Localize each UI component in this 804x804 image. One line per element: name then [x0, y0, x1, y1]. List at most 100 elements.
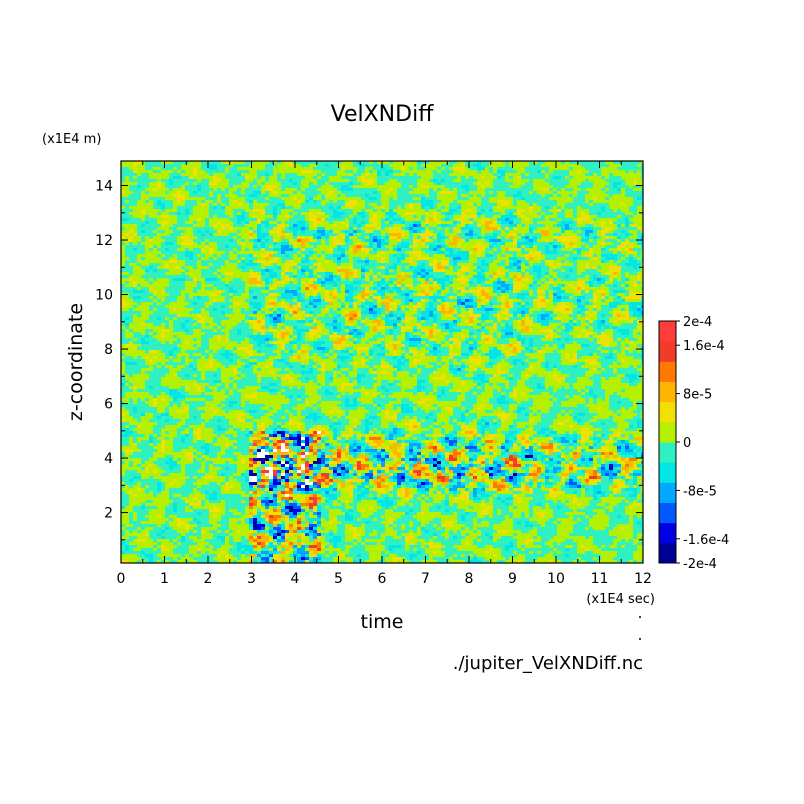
heatmap-cell	[577, 287, 582, 291]
heatmap-cell	[553, 263, 558, 267]
heatmap-cell	[441, 362, 446, 366]
heatmap-cell	[293, 233, 298, 237]
heatmap-cell	[601, 344, 606, 348]
heatmap-cell	[525, 218, 530, 222]
heatmap-cell	[561, 296, 570, 300]
heatmap-cell	[617, 185, 630, 189]
heatmap-cell	[569, 242, 574, 246]
heatmap-cell	[593, 293, 598, 297]
heatmap-cell	[445, 296, 450, 300]
heatmap-cell	[421, 224, 426, 228]
heatmap-cell	[153, 293, 170, 297]
heatmap-cell	[513, 218, 522, 222]
heatmap-cell	[513, 362, 518, 366]
heatmap-cell	[529, 287, 538, 291]
heatmap-cell	[517, 170, 526, 174]
heatmap-cell	[469, 239, 486, 243]
heatmap-cell	[477, 254, 482, 258]
heatmap-cell	[529, 278, 534, 282]
heatmap-cell	[397, 206, 402, 210]
heatmap-cell	[457, 191, 470, 195]
heatmap-cell	[129, 212, 142, 216]
heatmap-cell	[249, 248, 254, 252]
heatmap-cell	[293, 245, 298, 249]
heatmap-cell	[493, 233, 498, 237]
heatmap-cell	[501, 299, 506, 303]
heatmap-cell	[201, 341, 210, 345]
heatmap-cell	[529, 356, 546, 360]
heatmap-cell	[493, 221, 498, 225]
heatmap-cell	[361, 215, 366, 219]
heatmap-cell	[621, 359, 626, 363]
heatmap-cell	[521, 341, 526, 345]
heatmap-cell	[573, 197, 586, 201]
heatmap-cell	[281, 236, 286, 240]
heatmap-cell	[533, 185, 554, 189]
heatmap-cell	[613, 278, 618, 282]
heatmap-cell	[385, 257, 390, 261]
heatmap-cell	[537, 170, 542, 174]
heatmap-cell	[389, 209, 394, 213]
heatmap-cell	[361, 269, 366, 273]
heatmap-cell	[601, 338, 614, 342]
heatmap-cell	[401, 332, 406, 336]
heatmap-cell	[209, 215, 214, 219]
heatmap-cell	[521, 314, 526, 318]
heatmap-cell	[341, 257, 350, 261]
heatmap-cell	[185, 287, 194, 291]
heatmap-cell	[193, 224, 206, 228]
heatmap-cell	[449, 326, 454, 330]
heatmap-cell	[425, 290, 430, 294]
heatmap-cell	[413, 308, 418, 312]
heatmap-cell	[489, 242, 494, 246]
heatmap-cell	[477, 329, 482, 333]
heatmap-cell	[421, 221, 426, 225]
heatmap-cell	[145, 257, 162, 261]
heatmap-cell	[597, 254, 602, 258]
heatmap-cell	[505, 323, 510, 327]
heatmap-cell	[425, 332, 430, 336]
heatmap-cell	[209, 314, 226, 318]
heatmap-cell	[161, 332, 166, 336]
heatmap-cell	[469, 350, 474, 354]
heatmap-cell	[201, 233, 206, 237]
heatmap-cell	[409, 251, 422, 255]
heatmap-cell	[569, 224, 578, 228]
heatmap-cell	[317, 347, 326, 351]
heatmap-cell	[357, 296, 362, 300]
heatmap-cell	[281, 161, 286, 165]
heatmap-cell	[301, 272, 306, 276]
heatmap-cell	[209, 233, 214, 237]
heatmap-cell	[493, 314, 498, 318]
heatmap-cell	[337, 257, 342, 261]
heatmap-cell	[269, 263, 274, 267]
heatmap-cell	[537, 248, 546, 252]
heatmap-cell	[177, 353, 190, 357]
heatmap-cell	[497, 347, 502, 351]
heatmap-cell	[365, 173, 370, 177]
heatmap-cell	[385, 260, 390, 264]
heatmap-cell	[177, 206, 194, 210]
heatmap-cell	[457, 359, 462, 363]
heatmap-cell	[421, 218, 426, 222]
heatmap-cell	[369, 311, 378, 315]
heatmap-cell	[457, 308, 462, 312]
heatmap-cell	[277, 164, 290, 168]
heatmap-cell	[577, 299, 582, 303]
heatmap-cell	[505, 290, 510, 294]
heatmap-cell	[589, 326, 594, 330]
heatmap-cell	[341, 206, 350, 210]
heatmap-cell	[345, 284, 354, 288]
heatmap-cell	[489, 338, 494, 342]
heatmap-cell	[373, 356, 394, 360]
heatmap-cell	[501, 254, 506, 258]
heatmap-cell	[169, 263, 186, 267]
heatmap-cell	[609, 296, 614, 300]
heatmap-cell	[185, 281, 198, 285]
heatmap-cell	[605, 236, 610, 240]
heatmap-cell	[553, 296, 558, 300]
heatmap-cell	[249, 290, 254, 294]
heatmap-cell	[517, 296, 526, 300]
heatmap-cell	[325, 362, 338, 366]
heatmap-cell	[609, 344, 618, 348]
